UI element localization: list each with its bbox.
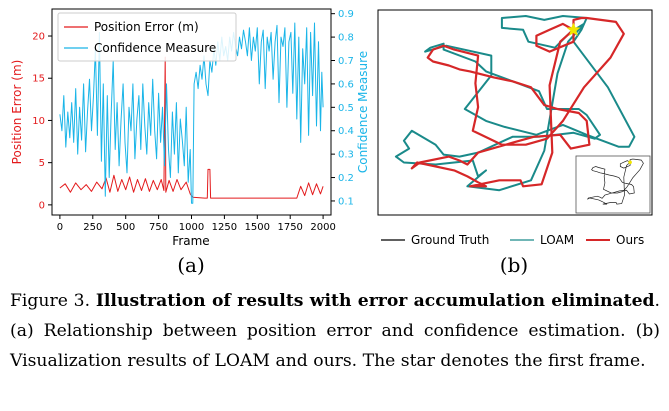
right-y-tick-label: 0.5 [338, 103, 354, 114]
chart-b: Ground Truth LOAM Ours (b) [377, 9, 653, 277]
start-star-icon [566, 22, 581, 36]
error-polyline [59, 56, 324, 199]
right-y-tick-label: 0.4 [338, 126, 354, 137]
legend-ground-truth-label: Ground Truth [411, 233, 489, 247]
legend-ours-label: Ours [616, 233, 644, 247]
x-tick-label: 1500 [245, 222, 270, 233]
chart-b-frame [377, 9, 653, 216]
x-tick-label: 1750 [277, 222, 302, 233]
legend-b: Ground Truth LOAM Ours [381, 233, 644, 247]
left-y-axis-label: Position Error (m) [10, 60, 24, 165]
figure-caption: Figure 3. Illustration of results with e… [10, 286, 660, 376]
right-y-tick-label: 0.8 [338, 33, 354, 44]
left-y-axis-ticks: 0 5 10 15 20 [32, 32, 52, 211]
caption-prefix: Figure 3. [10, 291, 96, 311]
error-series-line [59, 56, 324, 199]
left-y-tick-label: 5 [39, 158, 45, 169]
legend-a: Position Error (m) Confidence Measure [57, 12, 237, 62]
right-y-tick-label: 0.7 [338, 56, 354, 67]
right-y-tick-label: 0.2 [338, 173, 354, 184]
right-y-axis-label: Confidence Measure [356, 51, 370, 173]
legend-error-label: Position Error (m) [94, 20, 199, 34]
inset-frame [575, 155, 651, 214]
chart-a: 0 250 500 750 1000 1250 1500 1750 2000 05101520 … [10, 8, 370, 277]
inset-start-marker [628, 160, 632, 165]
legend-a-box [57, 12, 237, 62]
ours-path [410, 16, 625, 188]
x-tick-label: 750 [149, 222, 168, 233]
right-y-tick-label: 0.6 [338, 79, 354, 90]
right-y-tick-label: 0.1 [338, 196, 354, 207]
x-tick-label: 0 [57, 222, 63, 233]
legend-confidence-label: Confidence Measure [94, 41, 216, 55]
confidence-polyline [59, 22, 324, 204]
x-tick-label: 2000 [310, 222, 335, 233]
x-axis-ticks: 0 250 500 750 1000 1250 1500 1750 2000 [57, 215, 336, 233]
caption-bold: Illustration of results with error accum… [95, 291, 655, 311]
caption-text: . (a) Relationship between position erro… [10, 291, 660, 371]
trajectory-plot [394, 15, 636, 192]
left-y-tick-label: 10 [32, 116, 45, 127]
right-y-axis-ticks: 0.1 0.2 0.3 0.4 0.5 0.6 0.7 0.8 0.9 [331, 9, 354, 207]
right-y-tick-label: 0.3 [338, 150, 354, 161]
panel-a-label: (a) [177, 253, 205, 277]
confidence-series-line [59, 22, 324, 204]
ground-truth-inset [587, 158, 644, 205]
left-y-tick-label: 20 [32, 32, 45, 43]
x-tick-label: 1250 [212, 222, 237, 233]
left-y-tick-label: 15 [32, 74, 45, 85]
x-tick-label: 1000 [179, 222, 204, 233]
panel-b-label: (b) [500, 253, 528, 277]
legend-loam-label: LOAM [540, 233, 574, 247]
inset-ground-truth-path [587, 158, 644, 205]
right-y-tick-label: 0.9 [338, 9, 354, 20]
x-axis-label: Frame [172, 234, 209, 248]
left-y-tick-label: 0 [39, 200, 45, 211]
x-tick-label: 250 [83, 222, 102, 233]
x-tick-label: 500 [116, 222, 135, 233]
